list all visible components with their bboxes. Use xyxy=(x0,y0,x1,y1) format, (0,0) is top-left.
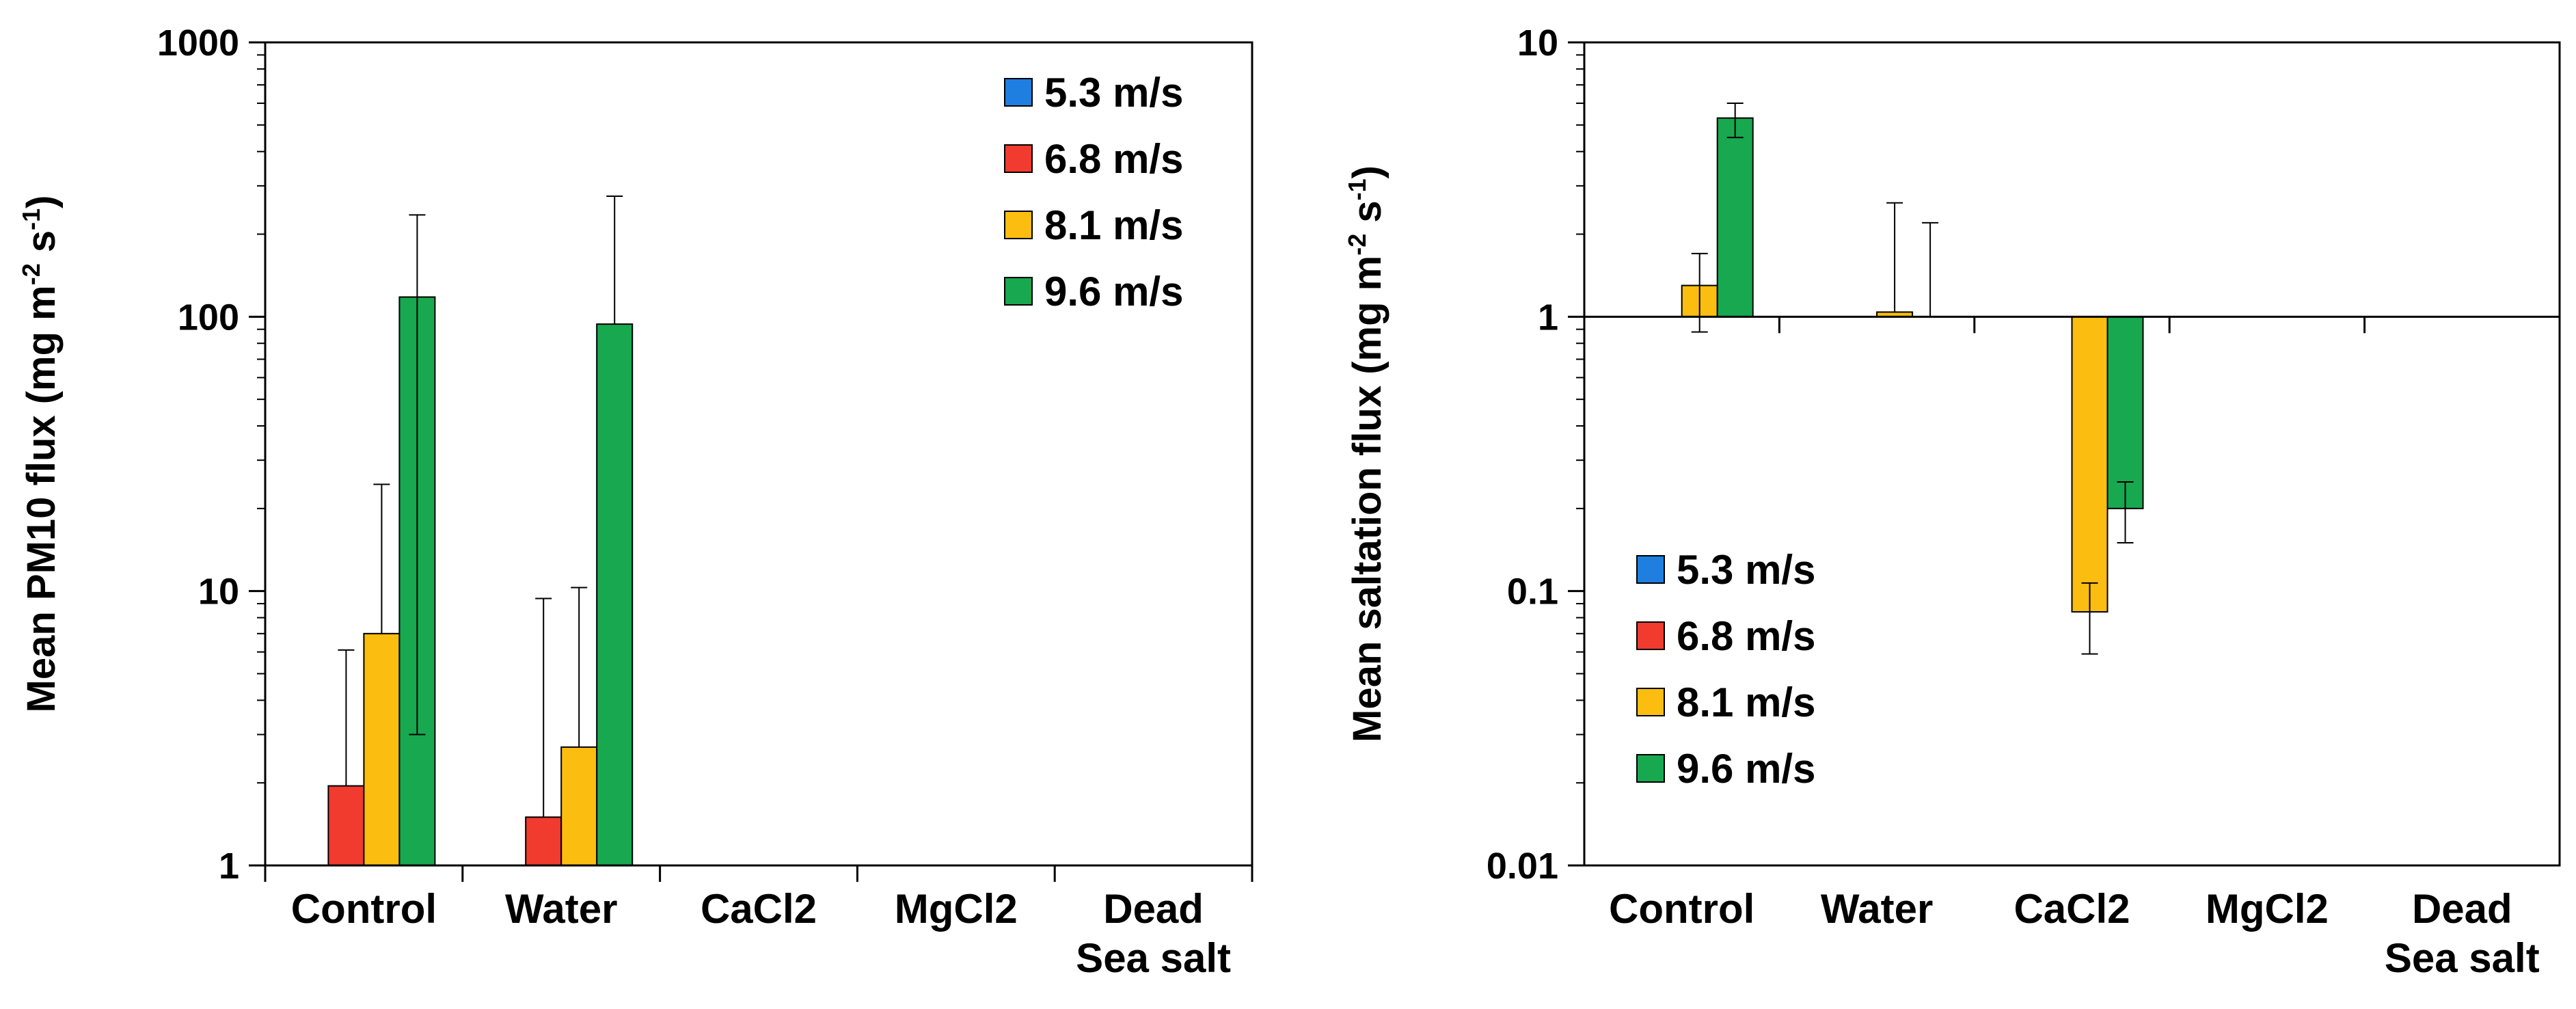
category-label: Control xyxy=(1609,886,1754,932)
y-tick-label: 10 xyxy=(1517,23,1558,64)
y-axis-title-part: Mean saltation flux (mg m xyxy=(1345,256,1389,742)
y-axis-title-superscript: -1 xyxy=(17,208,45,230)
y-axis-title: Mean PM10 flux (mg m-2 s-1) xyxy=(17,196,64,713)
category-label: Sea salt xyxy=(2385,935,2540,981)
category-label: MgCl2 xyxy=(895,886,1018,932)
legend-swatch-6-8-m-s xyxy=(1636,621,1665,650)
bar-8-1-m-s-control xyxy=(363,632,401,866)
bar-8-1-m-s-water xyxy=(560,746,598,867)
legend-label: 6.8 m/s xyxy=(1044,136,1183,182)
bar-9-6-m-s-cacl2 xyxy=(2106,316,2144,509)
plot-frame xyxy=(1583,41,2561,867)
legend-label: 8.1 m/s xyxy=(1044,202,1183,248)
category-label: MgCl2 xyxy=(2206,886,2329,932)
legend-swatch-5-3-m-s xyxy=(1636,555,1665,584)
legend-swatch-5-3-m-s xyxy=(1004,78,1033,107)
bar-8-1-m-s-cacl2 xyxy=(2071,316,2109,613)
pm10-flux-chart: Mean PM10 flux (mg m-2 s-1) 1 10 100 1000 Con… xyxy=(17,23,1253,981)
y-tick-label: 100 xyxy=(178,297,239,338)
category-label: CaCl2 xyxy=(2014,886,2130,932)
y-axis-title-part: ) xyxy=(19,196,64,208)
legend-label: 8.1 m/s xyxy=(1677,680,1815,725)
legend-swatch-8-1-m-s xyxy=(1004,211,1033,239)
bar-9-6-m-s-control xyxy=(1716,117,1754,318)
legend-swatch-8-1-m-s xyxy=(1636,688,1665,716)
bar-6-8-m-s-water xyxy=(525,816,562,867)
y-axis-title-superscript: -2 xyxy=(17,263,45,285)
saltation-flux-chart: Mean saltation flux (mg m-2 s-1) 0.01 0.1 1… xyxy=(1343,23,2561,981)
category-label: CaCl2 xyxy=(701,886,817,932)
y-axis-title-part: Mean PM10 flux (mg m xyxy=(19,285,64,712)
legend-swatch-9-6-m-s xyxy=(1004,277,1033,306)
y-axis-title-part: ) xyxy=(1345,165,1389,178)
category-label: Dead xyxy=(1103,886,1204,932)
bar-9-6-m-s-water xyxy=(596,323,634,866)
bar-6-8-m-s-control xyxy=(327,785,365,867)
legend-label: 9.6 m/s xyxy=(1044,269,1183,314)
y-tick-label: 1 xyxy=(219,846,239,887)
legend-label: 5.3 m/s xyxy=(1677,547,1815,593)
category-label: Sea salt xyxy=(1076,935,1231,981)
category-label: Dead xyxy=(2412,886,2512,932)
legend-swatch-9-6-m-s xyxy=(1636,754,1665,783)
y-tick-label: 0.1 xyxy=(1507,571,1558,613)
y-axis-title: Mean saltation flux (mg m-2 s-1) xyxy=(1343,165,1389,742)
legend-swatch-6-8-m-s xyxy=(1004,144,1033,173)
category-label: Water xyxy=(1821,886,1933,932)
category-label: Water xyxy=(505,886,617,932)
y-tick-label: 1 xyxy=(1538,297,1558,338)
y-axis-title-superscript: -2 xyxy=(1343,234,1371,256)
y-tick-label: 1000 xyxy=(157,23,239,64)
y-tick-label: 0.01 xyxy=(1487,846,1558,887)
legend-label: 6.8 m/s xyxy=(1677,613,1815,659)
y-axis-title-superscript: -1 xyxy=(1343,178,1371,200)
y-axis-title-part: s xyxy=(19,230,64,263)
y-axis-title-part: s xyxy=(1345,200,1389,233)
category-label: Control xyxy=(291,886,437,932)
legend-label: 5.3 m/s xyxy=(1044,70,1183,116)
legend-label: 9.6 m/s xyxy=(1677,746,1815,792)
y-tick-label: 10 xyxy=(198,571,239,613)
